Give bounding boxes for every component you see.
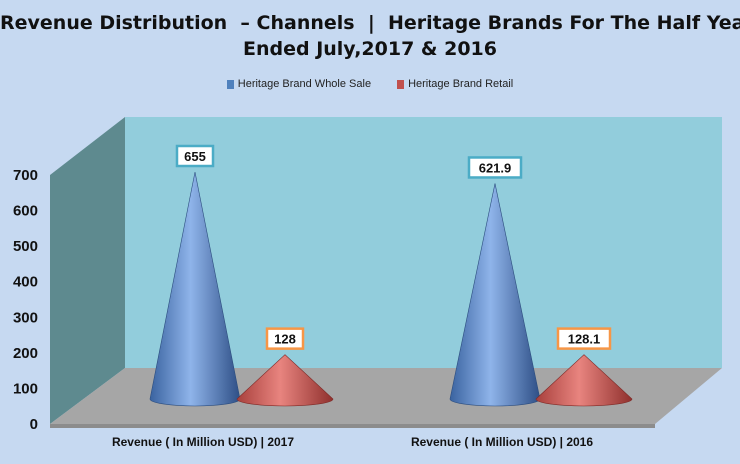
x-category-label: Revenue ( In Million USD) | 2016 <box>411 435 593 449</box>
y-tick-label: 400 <box>13 274 38 291</box>
data-labels: 655 128 621.9 128.1 <box>175 144 612 350</box>
x-category-label: Revenue ( In Million USD) | 2017 <box>112 435 294 449</box>
data-label: 128 <box>274 332 296 347</box>
y-tick-label: 0 <box>30 416 38 433</box>
cone-retail <box>535 354 633 407</box>
legend-label-wholesale: Heritage Brand Whole Sale <box>237 78 372 90</box>
cone-retail <box>236 354 334 407</box>
legend: Heritage Brand Whole Sale Heritage Brand… <box>0 78 740 90</box>
y-tick-label: 100 <box>13 380 38 397</box>
data-label-box <box>265 327 305 350</box>
back-wall <box>125 117 722 368</box>
data-label: 621.9 <box>479 160 512 175</box>
data-label-box <box>175 144 215 168</box>
y-tick-label: 200 <box>13 345 38 362</box>
side-wall <box>50 117 125 424</box>
legend-swatch-retail <box>397 79 405 89</box>
data-label-box <box>467 156 523 179</box>
data-label: 655 <box>184 149 206 164</box>
legend-item-retail: Heritage Brand Retail <box>397 78 513 90</box>
chart-title-line-1: Revenue Distribution – Channels | Herita… <box>0 12 740 34</box>
y-tick-label: 500 <box>13 238 38 255</box>
legend-swatch-wholesale <box>226 79 234 89</box>
floor-front-edge <box>50 424 655 428</box>
legend-label-retail: Heritage Brand Retail <box>408 78 514 90</box>
chart-title-line-2: Ended July,2017 & 2016 <box>242 38 497 60</box>
y-tick-label: 300 <box>13 309 38 326</box>
x-axis: Revenue ( In Million USD) | 2017 Revenue … <box>112 435 593 449</box>
y-tick-label: 700 <box>13 167 38 184</box>
chart-title: Revenue Distribution – Channels | Herita… <box>0 10 740 62</box>
y-axis: 0 100 200 300 400 500 600 700 <box>13 167 38 433</box>
data-label-box <box>556 327 612 350</box>
data-marks <box>149 171 633 407</box>
y-tick-label: 600 <box>13 203 38 220</box>
legend-item-wholesale: Heritage Brand Whole Sale <box>226 78 372 90</box>
data-label: 128.1 <box>568 332 601 347</box>
